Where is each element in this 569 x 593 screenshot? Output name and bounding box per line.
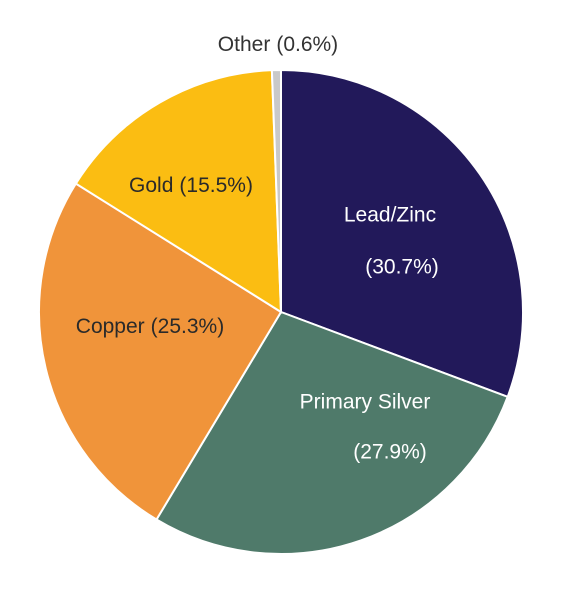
pie-slice [280, 68, 524, 399]
pie-slice [74, 69, 283, 314]
value-label: (30.7%) [365, 256, 439, 279]
slice-label-group: Copper (25.3%) [76, 315, 224, 338]
pie-slice [155, 310, 509, 555]
value-label: (27.9%) [353, 441, 427, 464]
slice-label-group: Gold (15.5%) [129, 174, 253, 197]
value-label: (0.6%) [276, 33, 338, 56]
pie-slice [270, 68, 282, 313]
pie-slice [38, 182, 283, 521]
slice-label: Gold [129, 174, 173, 197]
value-label: (25.3%) [151, 315, 225, 338]
slice-label: Primary Silver [300, 391, 431, 414]
value-label: (15.5%) [179, 174, 253, 197]
slice-label: Lead/Zinc [344, 204, 436, 227]
slice-label: Other [218, 33, 271, 56]
slice-label-group: Other (0.6%) [218, 33, 338, 56]
slice-label: Copper [76, 315, 145, 338]
